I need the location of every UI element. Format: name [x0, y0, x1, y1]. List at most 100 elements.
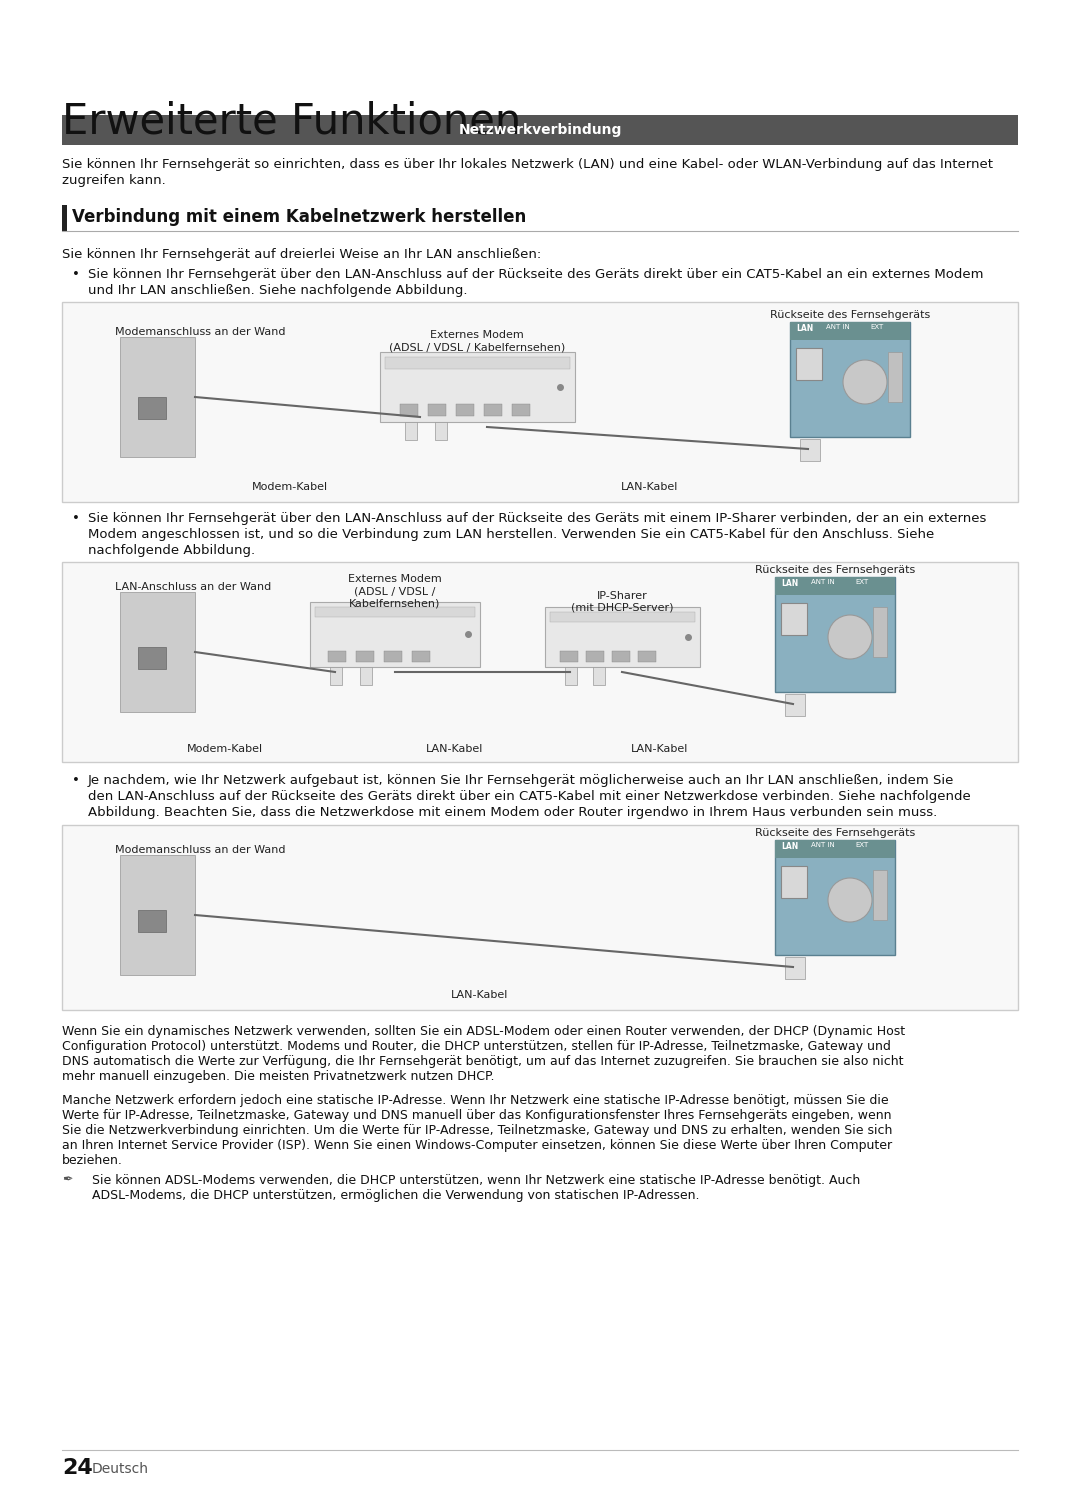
Text: LAN-Kabel: LAN-Kabel — [427, 744, 484, 754]
Bar — [435, 421, 447, 441]
Text: nachfolgende Abbildung.: nachfolgende Abbildung. — [87, 544, 255, 557]
Text: Je nachdem, wie Ihr Netzwerk aufgebaut ist, können Sie Ihr Fernsehgerät mögliche: Je nachdem, wie Ihr Netzwerk aufgebaut i… — [87, 774, 955, 787]
Text: ANT IN: ANT IN — [826, 324, 850, 330]
Text: Sie die Netzwerkverbindung einrichten. Um die Werte für IP-Adresse, Teilnetzmask: Sie die Netzwerkverbindung einrichten. U… — [62, 1123, 892, 1137]
Text: zugreifen kann.: zugreifen kann. — [62, 173, 165, 187]
Bar — [138, 647, 166, 669]
Text: (mit DHCP-Server): (mit DHCP-Server) — [570, 604, 673, 613]
Bar — [512, 403, 530, 415]
Text: Modemanschluss an der Wand: Modemanschluss an der Wand — [114, 327, 285, 338]
Text: ✒: ✒ — [62, 1174, 72, 1188]
Text: (ADSL / VDSL /: (ADSL / VDSL / — [354, 586, 435, 596]
Bar — [405, 421, 417, 441]
Text: Deutsch: Deutsch — [92, 1463, 149, 1476]
Bar — [328, 651, 346, 662]
Text: Sie können Ihr Fernsehgerät über den LAN-Anschluss auf der Rückseite des Geräts : Sie können Ihr Fernsehgerät über den LAN… — [87, 267, 984, 281]
Bar — [593, 666, 605, 686]
Bar — [310, 602, 480, 666]
Text: Rückseite des Fernsehgeräts: Rückseite des Fernsehgeräts — [770, 309, 930, 320]
Bar — [545, 607, 700, 666]
Bar — [315, 607, 475, 617]
Bar — [586, 651, 604, 662]
Bar — [428, 403, 446, 415]
Bar — [138, 397, 166, 418]
Text: LAN: LAN — [796, 324, 813, 333]
Bar — [775, 840, 895, 858]
Text: Netzwerkverbindung: Netzwerkverbindung — [458, 123, 622, 137]
Text: IP-Sharer: IP-Sharer — [596, 592, 647, 601]
Circle shape — [828, 616, 872, 659]
Bar — [873, 607, 887, 657]
Bar — [789, 323, 910, 341]
Text: Sie können Ihr Fernsehgerät auf dreierlei Weise an Ihr LAN anschließen:: Sie können Ihr Fernsehgerät auf dreierle… — [62, 248, 541, 261]
Bar — [638, 651, 656, 662]
Bar — [796, 348, 822, 379]
Text: (ADSL / VDSL / Kabelfernsehen): (ADSL / VDSL / Kabelfernsehen) — [389, 342, 565, 353]
Bar — [612, 651, 630, 662]
Text: mehr manuell einzugeben. Die meisten Privatnetzwerk nutzen DHCP.: mehr manuell einzugeben. Die meisten Pri… — [62, 1070, 495, 1083]
Text: und Ihr LAN anschließen. Siehe nachfolgende Abbildung.: und Ihr LAN anschließen. Siehe nachfolge… — [87, 284, 468, 297]
Text: ANT IN: ANT IN — [811, 843, 835, 849]
Text: •: • — [72, 512, 80, 524]
Text: LAN-Kabel: LAN-Kabel — [451, 991, 509, 999]
Bar — [550, 613, 696, 622]
Text: ANT IN: ANT IN — [811, 580, 835, 586]
Bar — [484, 403, 502, 415]
Text: Verbindung mit einem Kabelnetzwerk herstellen: Verbindung mit einem Kabelnetzwerk herst… — [72, 208, 526, 226]
Text: Wenn Sie ein dynamisches Netzwerk verwenden, sollten Sie ein ADSL-Modem oder ein: Wenn Sie ein dynamisches Netzwerk verwen… — [62, 1025, 905, 1038]
Text: DNS automatisch die Werte zur Verfügung, die Ihr Fernsehgerät benötigt, um auf d: DNS automatisch die Werte zur Verfügung,… — [62, 1055, 904, 1068]
Bar — [62, 825, 1018, 1010]
Text: an Ihren Internet Service Provider (ISP). Wenn Sie einen Windows-Computer einset: an Ihren Internet Service Provider (ISP)… — [62, 1138, 892, 1152]
Bar — [785, 695, 805, 716]
Text: Sie können Ihr Fernsehgerät über den LAN-Anschluss auf der Rückseite des Geräts : Sie können Ihr Fernsehgerät über den LAN… — [87, 512, 986, 524]
Bar — [565, 666, 577, 686]
Text: Modem angeschlossen ist, und so die Verbindung zum LAN herstellen. Verwenden Sie: Modem angeschlossen ist, und so die Verb… — [87, 527, 934, 541]
Bar — [62, 115, 1018, 145]
Bar — [360, 666, 372, 686]
Bar — [384, 651, 402, 662]
Text: Manche Netzwerk erfordern jedoch eine statische IP-Adresse. Wenn Ihr Netzwerk ei: Manche Netzwerk erfordern jedoch eine st… — [62, 1094, 889, 1107]
Bar — [781, 604, 807, 635]
Bar — [411, 651, 430, 662]
Text: ADSL-Modems, die DHCP unterstützen, ermöglichen die Verwendung von statischen IP: ADSL-Modems, die DHCP unterstützen, ermö… — [80, 1189, 700, 1203]
Bar — [775, 577, 895, 692]
Text: Modem-Kabel: Modem-Kabel — [252, 483, 328, 492]
Text: Externes Modem: Externes Modem — [348, 574, 442, 584]
Text: EXT: EXT — [855, 580, 868, 586]
Bar — [138, 910, 166, 932]
Text: Abbildung. Beachten Sie, dass die Netzwerkdose mit einem Modem oder Router irgen: Abbildung. Beachten Sie, dass die Netzwe… — [87, 805, 937, 819]
Text: den LAN-Anschluss auf der Rückseite des Geräts direkt über ein CAT5-Kabel mit ei: den LAN-Anschluss auf der Rückseite des … — [87, 790, 971, 802]
Text: LAN-Anschluss an der Wand: LAN-Anschluss an der Wand — [114, 583, 271, 592]
Text: Sie können ADSL-Modems verwenden, die DHCP unterstützen, wenn Ihr Netzwerk eine : Sie können ADSL-Modems verwenden, die DH… — [80, 1174, 861, 1188]
Text: LAN: LAN — [781, 580, 798, 589]
Bar — [561, 651, 578, 662]
Text: Werte für IP-Adresse, Teilnetzmaske, Gateway und DNS manuell über das Konfigurat: Werte für IP-Adresse, Teilnetzmaske, Gat… — [62, 1109, 891, 1122]
Text: Modem-Kabel: Modem-Kabel — [187, 744, 264, 754]
Bar — [781, 867, 807, 898]
Bar — [888, 353, 902, 402]
Circle shape — [843, 360, 887, 403]
Bar — [120, 338, 195, 457]
Text: LAN-Kabel: LAN-Kabel — [632, 744, 689, 754]
Text: Externes Modem: Externes Modem — [430, 330, 524, 341]
Text: Rückseite des Fernsehgeräts: Rückseite des Fernsehgeräts — [755, 828, 915, 838]
Text: •: • — [72, 267, 80, 281]
Text: Kabelfernsehen): Kabelfernsehen) — [349, 598, 441, 608]
Bar — [120, 855, 195, 976]
Bar — [800, 439, 820, 462]
Text: Erweiterte Funktionen: Erweiterte Funktionen — [62, 100, 522, 142]
Bar — [120, 592, 195, 713]
Text: beziehen.: beziehen. — [62, 1153, 123, 1167]
Bar — [775, 840, 895, 955]
Bar — [789, 323, 910, 438]
Bar — [62, 562, 1018, 762]
Bar — [384, 357, 570, 369]
Text: LAN-Kabel: LAN-Kabel — [621, 483, 678, 492]
Bar — [775, 577, 895, 595]
Text: Configuration Protocol) unterstützt. Modems und Router, die DHCP unterstützen, s: Configuration Protocol) unterstützt. Mod… — [62, 1040, 891, 1053]
Text: 24: 24 — [62, 1458, 93, 1478]
Text: Sie können Ihr Fernsehgerät so einrichten, dass es über Ihr lokales Netzwerk (LA: Sie können Ihr Fernsehgerät so einrichte… — [62, 158, 993, 170]
Bar — [62, 205, 67, 232]
Bar — [456, 403, 474, 415]
Text: Modemanschluss an der Wand: Modemanschluss an der Wand — [114, 846, 285, 855]
